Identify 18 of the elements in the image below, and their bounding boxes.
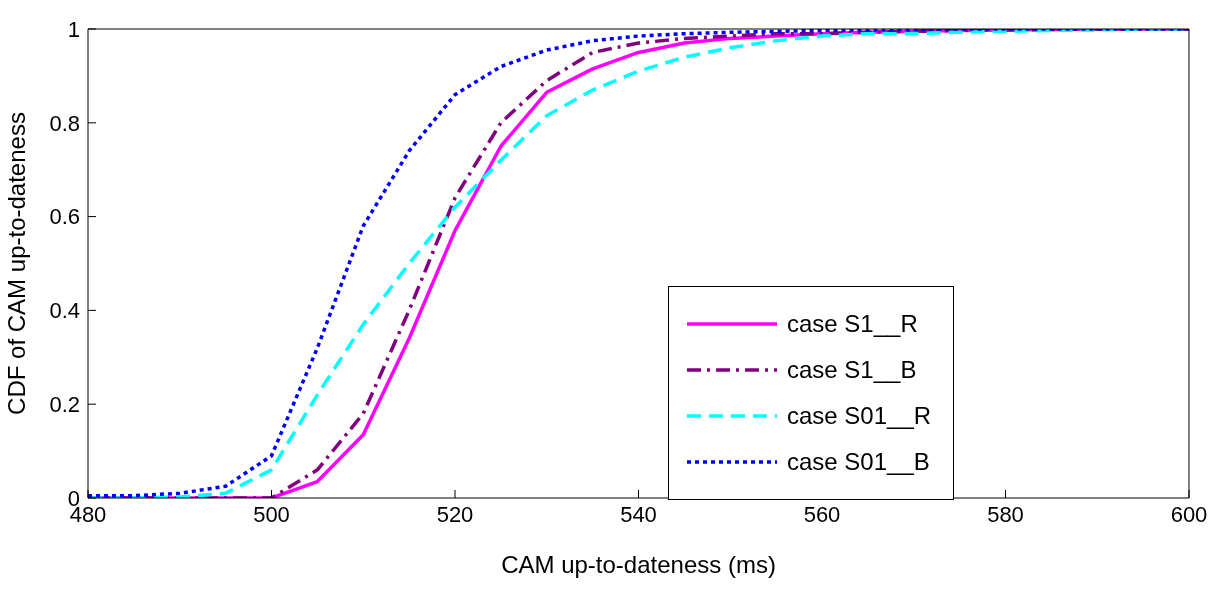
x-tick-label: 580 [987, 501, 1024, 527]
y-axis-title: CDF of CAM up-to-dateness [2, 112, 30, 415]
x-tick-label: 600 [1170, 501, 1208, 527]
x-tick-label: 520 [436, 501, 474, 527]
legend-label: case S1__B [787, 356, 917, 384]
x-axis-title: CAM up-to-dateness (ms) [501, 551, 776, 578]
x-tick-label: 540 [620, 501, 657, 527]
x-tick-label: 500 [253, 501, 290, 527]
y-tick-label: 0.2 [49, 392, 80, 418]
y-tick-label: 0.8 [49, 110, 80, 136]
legend-label: case S01__R [787, 402, 932, 430]
y-tick-label: 0.4 [49, 298, 80, 324]
x-tick-label: 560 [803, 501, 841, 527]
legend-label: case S1__R [787, 310, 918, 338]
legend-label: case S01__B [787, 448, 930, 476]
line-series [88, 29, 1189, 498]
y-tick-label: 1 [67, 16, 80, 42]
y-tick-label: 0.6 [49, 204, 80, 230]
